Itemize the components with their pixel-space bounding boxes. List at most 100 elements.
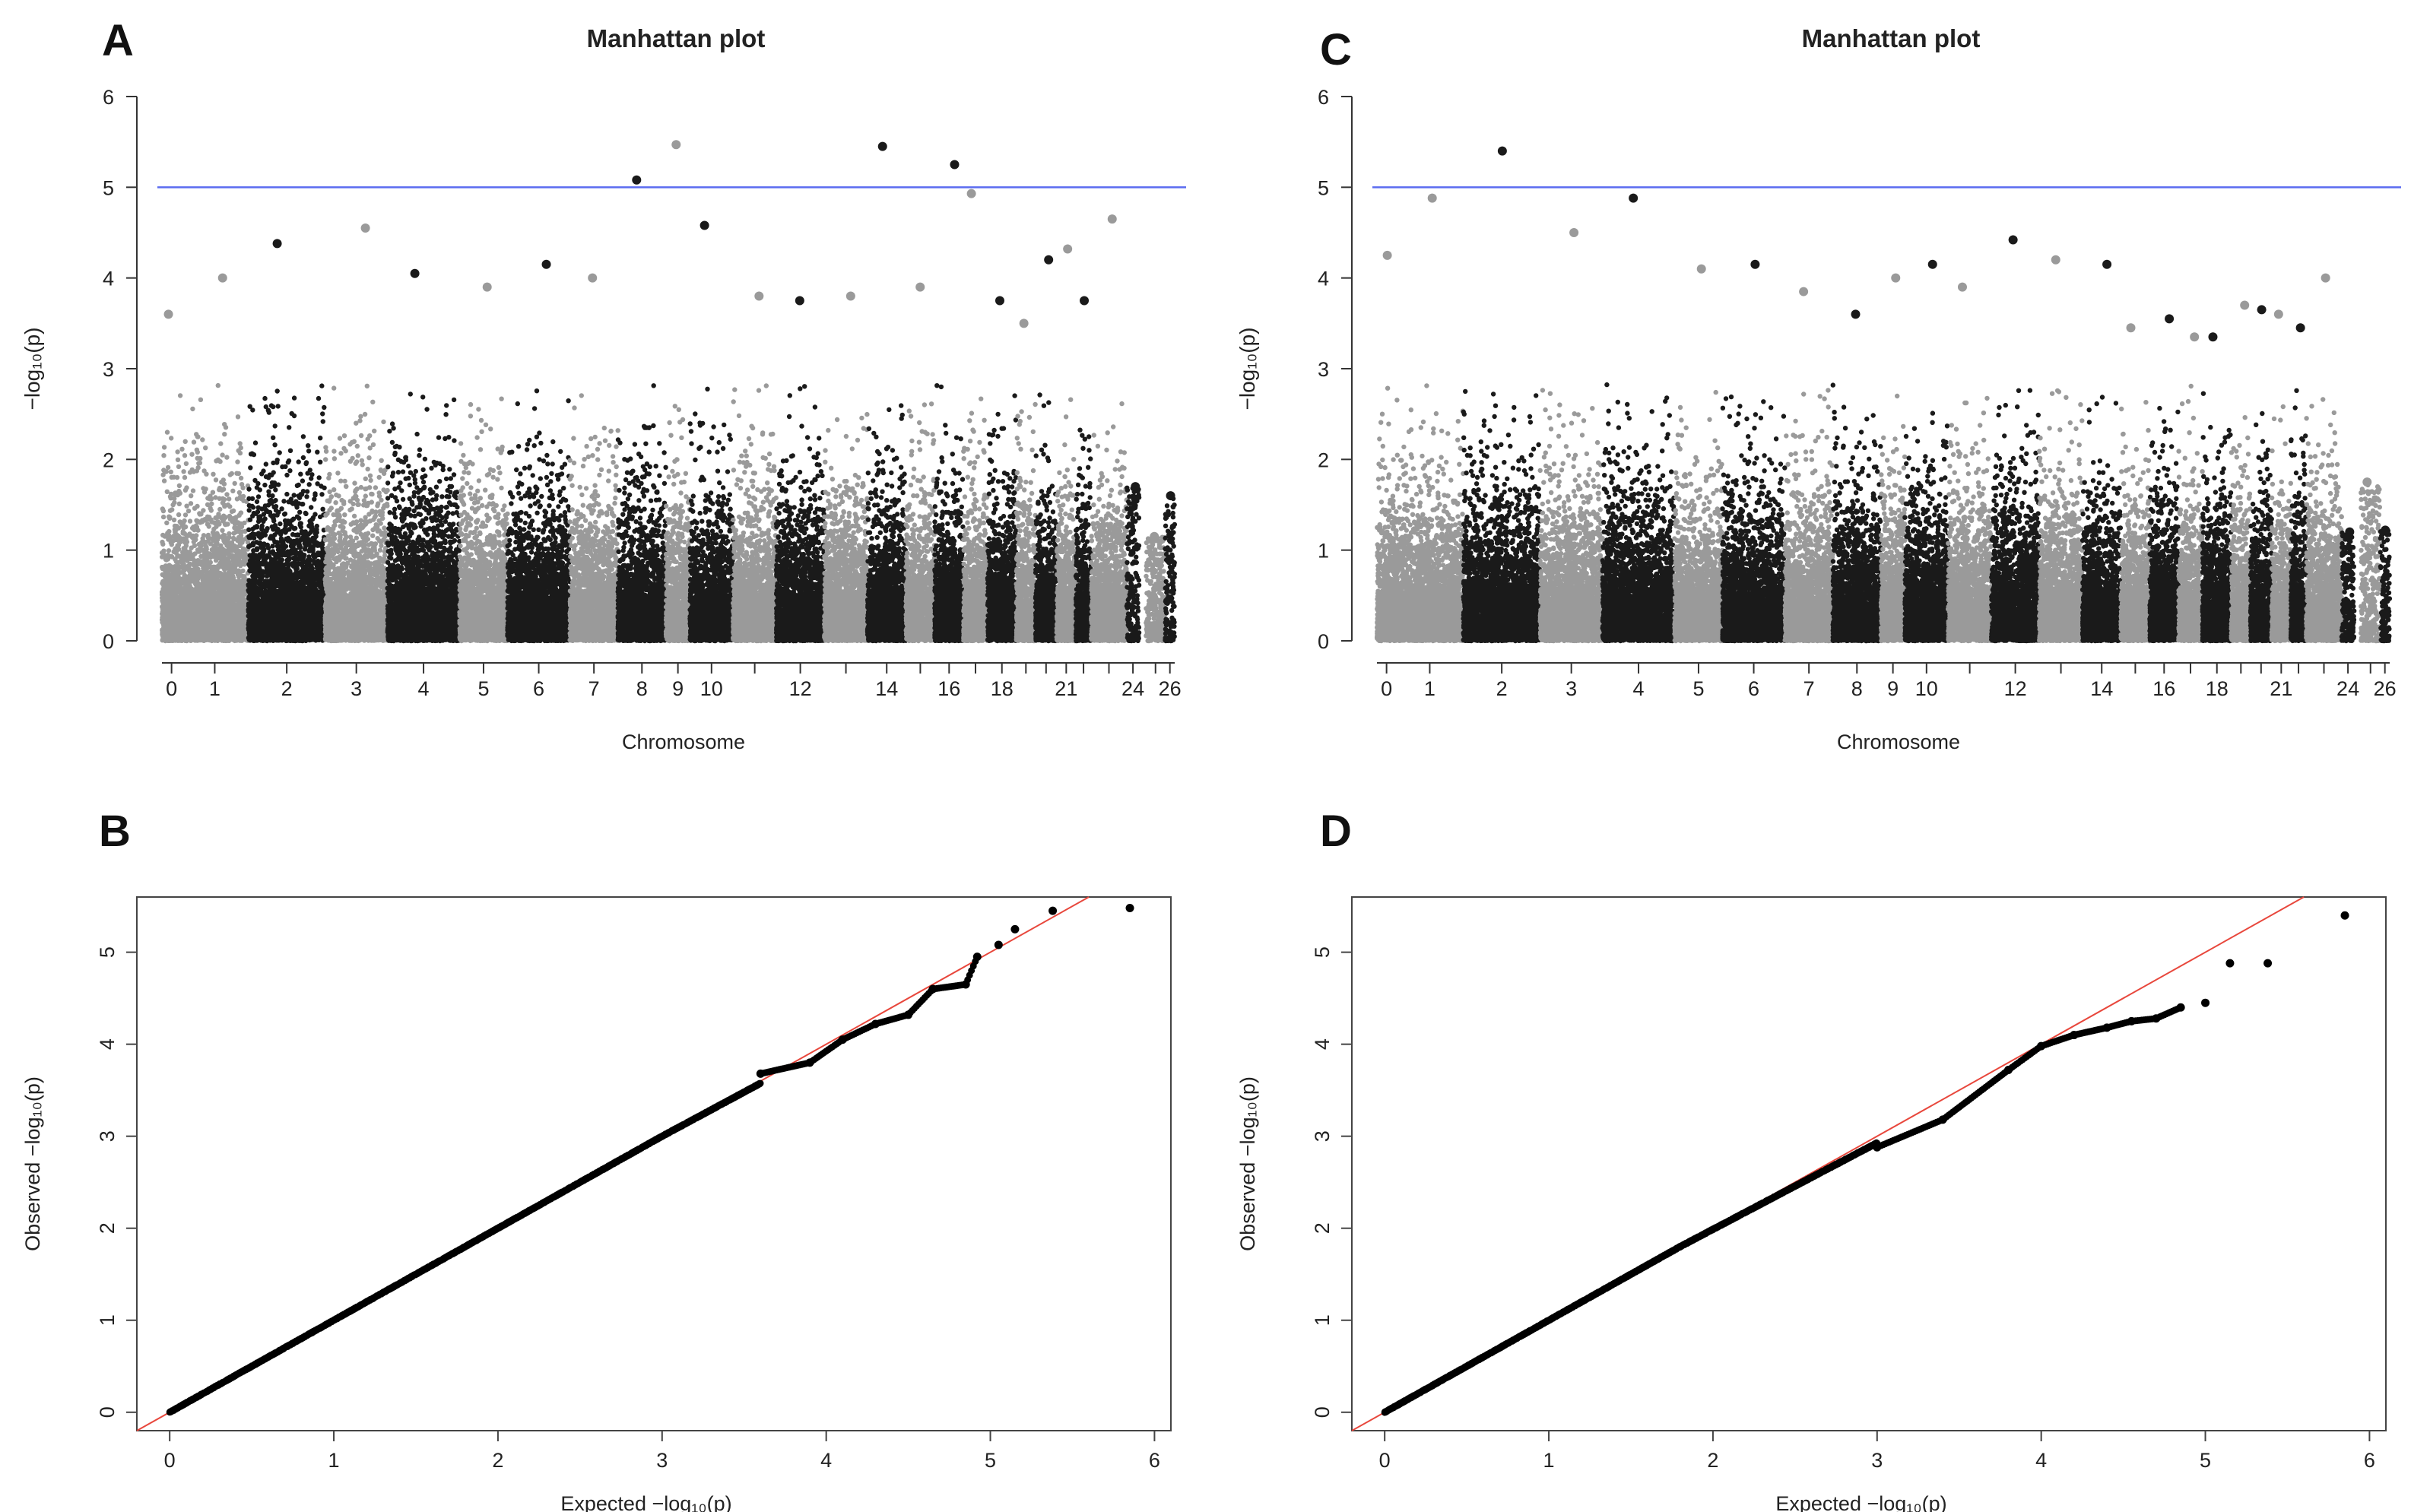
y-axis-label: −log₁₀(p) (21, 327, 44, 410)
y-tick-label-3: 3 (1318, 358, 1329, 381)
chromosome-16-peak-point (950, 160, 960, 170)
chromosome-23-points (1089, 401, 1130, 644)
chromosome-26-points (1163, 493, 1178, 644)
x-tick-label-1: 1 (209, 677, 220, 700)
qq-tail-point-6 (2127, 1016, 2136, 1025)
panel-label-a: A (102, 16, 134, 65)
chromosome-17-points (961, 396, 990, 644)
qq-tail-point-9 (1010, 924, 1020, 934)
x-tick-label-0: 0 (1379, 1449, 1391, 1472)
chromosome-10-peak-point (1927, 259, 1937, 269)
x-tick-label-6: 6 (533, 677, 544, 700)
x-tick-label-21: 21 (2270, 677, 2292, 700)
chromosome-11-peak-point (754, 291, 764, 301)
chromosome-6-points (505, 388, 573, 644)
y-tick-label-2: 2 (96, 1222, 119, 1234)
x-tick-label-12: 12 (789, 677, 812, 700)
x-tick-label-8: 8 (636, 677, 648, 700)
chromosome-4-peak-point (410, 268, 420, 278)
chromosome-25-peak-point (1150, 531, 1159, 541)
panel-label-c: C (1320, 25, 1352, 74)
qq-plot-d-svg: 0 1 2 3 4 5 6 0 1 2 3 4 5 Expected −log₁₀(p) Observed … (1236, 896, 2387, 1512)
x-axis-label: Expected −log₁₀(p) (560, 1492, 731, 1512)
qq-tail-point-4 (904, 1010, 913, 1019)
qq-tail-point-11 (1125, 904, 1134, 913)
chromosome-15-peak-point (915, 282, 925, 292)
qq-tail-point-1 (805, 1058, 814, 1067)
chromosome-10-points (1902, 410, 1951, 644)
qq-plot-b-svg: 0 1 2 3 4 5 6 0 1 2 3 4 5 Expected −log₁₀(p) Observed … (21, 896, 1172, 1512)
qq-tail-point-2 (838, 1035, 847, 1044)
qq-plot-b: 0 1 2 3 4 5 6 0 1 2 3 4 5 Expected −log₁₀(p) Observed … (0, 798, 1215, 1512)
chromosome-15-points (2118, 400, 2152, 644)
x-tick-label-3: 3 (1566, 677, 1577, 700)
y-tick-label-0: 0 (1311, 1406, 1334, 1418)
chromosome-26-peak-point (1166, 491, 1175, 501)
chromosome-2-points (246, 383, 328, 644)
x-tick-label-1: 1 (1543, 1449, 1555, 1472)
qq-tail-point-7 (2152, 1014, 2161, 1023)
chromosome-23-peak-point (1107, 214, 1117, 224)
chromosome-19-points (1014, 401, 1039, 644)
y-tick-label-6: 6 (1318, 86, 1329, 109)
chromosome-23-peak-point (2321, 273, 2330, 283)
chromosome-3-peak-point (360, 223, 370, 233)
chromosome-13-peak-point (2051, 255, 2060, 265)
chromosome-2-peak-point (1497, 146, 1507, 156)
chromosome-20-points (1033, 392, 1059, 644)
chromosome-0-peak-point (1382, 250, 1392, 260)
y-tick-label-6: 6 (103, 86, 114, 109)
qq-tail-point-12 (2340, 911, 2349, 920)
chromosome-13-points (822, 411, 871, 644)
chromosome-15-points (903, 401, 937, 644)
y-tick-label-4: 4 (103, 268, 114, 290)
chromosome-20-peak-point (1044, 255, 1054, 265)
y-axis-label: Observed −log₁₀(p) (1236, 1076, 1259, 1251)
qq-points (1381, 1005, 2182, 1416)
x-tick-label-10: 10 (1915, 677, 1938, 700)
chromosome-1-peak-point (217, 273, 227, 283)
x-tick-label-24: 24 (1121, 677, 1144, 700)
x-tick-label-0: 0 (1381, 677, 1392, 700)
x-tick-label-4: 4 (2035, 1449, 2047, 1472)
chromosome-20-peak-point (2257, 305, 2267, 315)
x-tick-label-18: 18 (991, 677, 1014, 700)
data-points (1374, 146, 2393, 644)
qq-tail-point-8 (2176, 1003, 2185, 1012)
chromosome-6-peak-point (1750, 259, 1760, 269)
manhattan-plot-a: Manhattan plot 0 1 2 3 4 5 6 −log₁₀(p) 0 1 2 3 4 5 6 7 8 9… (0, 0, 1215, 768)
x-tick-label-5: 5 (2200, 1449, 2211, 1472)
x-tick-label-4: 4 (418, 677, 430, 700)
chromosome-21-peak-point (2273, 309, 2283, 319)
chromosome-7-peak-point (588, 273, 598, 283)
y-tick-label-5: 5 (103, 176, 114, 199)
x-axis-label: Expected −log₁₀(p) (1775, 1492, 1946, 1512)
chromosome-17-points (2176, 383, 2205, 644)
x-tick-label-24: 24 (2336, 677, 2359, 700)
chromosome-8-points (615, 383, 668, 644)
chromosome-9-peak-point (671, 140, 681, 150)
qq-tail-point-10 (1048, 906, 1058, 915)
chromosome-11-points (1946, 395, 1994, 644)
x-tick-label-9: 9 (1887, 677, 1899, 700)
x-tick-label-9: 9 (672, 677, 684, 700)
chromosome-12-points (1988, 388, 2042, 644)
qq-tail-point-0 (756, 1069, 765, 1078)
chromosome-1-points (179, 382, 251, 644)
chromosome-13-peak-point (845, 291, 855, 301)
chromosome-22-peak-point (1080, 296, 1090, 306)
chromosome-9-points (1878, 393, 1908, 644)
x-tick-label-3: 3 (351, 677, 362, 700)
chromosome-17-peak-point (2190, 332, 2200, 342)
chromosome-6-points (1720, 394, 1788, 644)
x-tick-label-26: 26 (1159, 677, 1182, 700)
qq-tail-point-7 (972, 953, 982, 962)
chromosome-16-points (2147, 405, 2181, 644)
qq-tail-point-9 (2201, 998, 2210, 1007)
chromosome-11-peak-point (1957, 282, 1967, 292)
x-axis-label: Chromosome (622, 731, 745, 753)
x-tick-label-8: 8 (1851, 677, 1863, 700)
x-tick-label-14: 14 (875, 677, 898, 700)
y-axis-label: −log₁₀(p) (1236, 327, 1259, 410)
chromosome-8-points (1830, 382, 1883, 644)
